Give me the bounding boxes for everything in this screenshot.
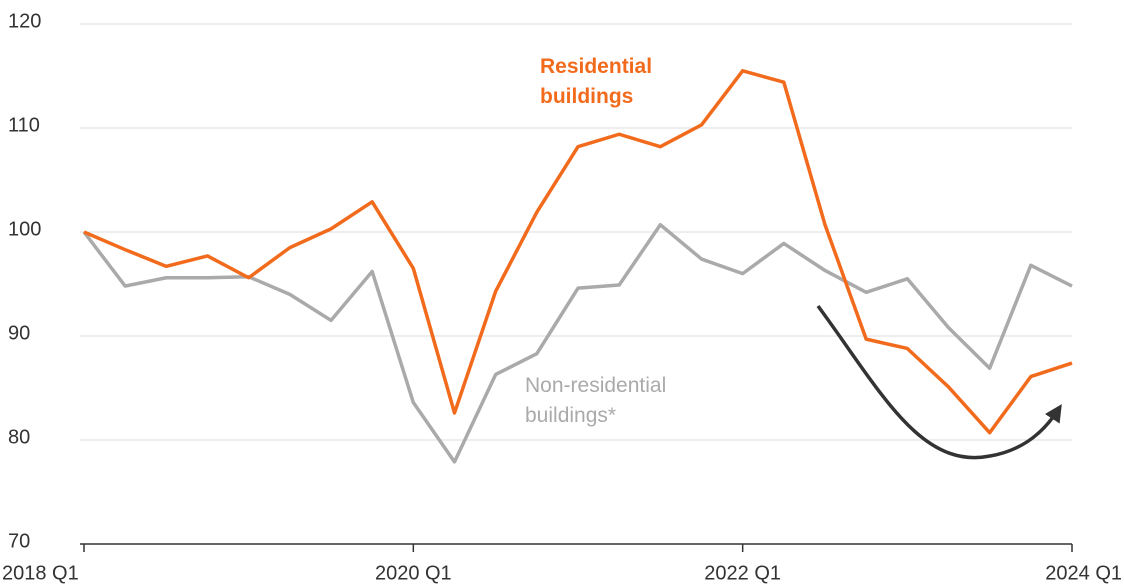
trend-arrow	[816, 304, 1062, 460]
y-tick-label: 110	[8, 114, 40, 136]
x-tick-label: 2024 Q1	[1045, 562, 1122, 584]
x-tick-label: 2018 Q1	[2, 562, 79, 584]
y-tick-label: 120	[8, 10, 41, 32]
y-tick-label: 90	[8, 322, 30, 344]
series-line	[83, 69, 1073, 435]
y-tick-label: 100	[8, 218, 41, 240]
series-label: Non-residential buildings*	[525, 374, 667, 427]
y-tick-label: 70	[8, 530, 30, 552]
y-tick-label: 80	[8, 426, 30, 448]
series-label: Residential buildings	[540, 55, 653, 108]
x-tick-label: 2022 Q1	[704, 562, 781, 584]
x-tick-label: 2020 Q1	[375, 562, 452, 584]
